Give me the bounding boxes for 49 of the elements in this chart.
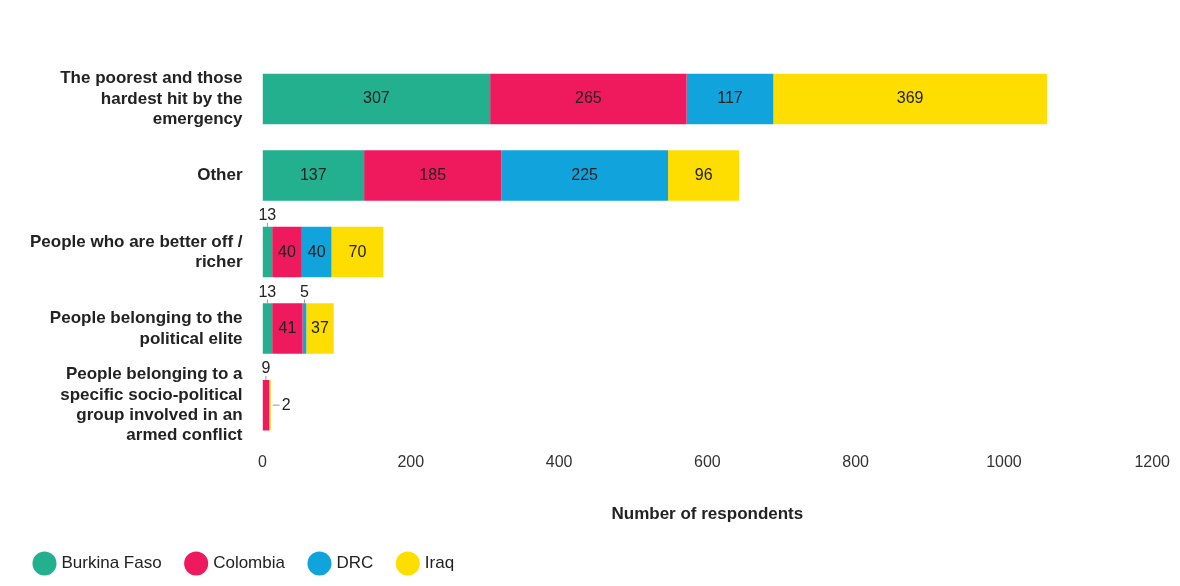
data-label: 369 <box>896 89 924 107</box>
data-label: 40 <box>307 242 326 260</box>
data-label: 5 <box>299 282 309 300</box>
y-tick-label: People who are better off / richer <box>29 231 243 271</box>
bar <box>490 73 687 125</box>
bar <box>364 150 502 201</box>
bar <box>668 150 740 201</box>
bar <box>686 73 774 125</box>
data-label: 265 <box>575 89 602 107</box>
y-tick-label: People belonging to a specific socio-political group involved in an armed conflict <box>60 364 244 445</box>
data-label: 41 <box>278 319 297 337</box>
data-label: 37 <box>311 319 329 337</box>
data-label: 225 <box>571 165 599 183</box>
data-label: 13 <box>258 282 277 300</box>
data-label: 96 <box>694 165 713 183</box>
bar <box>501 150 669 201</box>
bar <box>262 303 273 354</box>
bar <box>272 226 302 278</box>
legend-label: Colombia <box>213 553 286 573</box>
y-tick-label: People belonging to the political elite <box>49 308 243 348</box>
x-tick-label: 0 <box>258 453 268 471</box>
x-tick-label: 1200 <box>1134 453 1171 471</box>
bar <box>272 303 303 354</box>
data-label: 117 <box>717 89 743 107</box>
data-label: 70 <box>348 242 367 260</box>
bar <box>331 226 384 278</box>
x-tick-label: 200 <box>397 453 425 471</box>
bar <box>773 73 1047 125</box>
bar <box>306 303 334 354</box>
x-tick-label: 1000 <box>986 453 1022 471</box>
y-tick-label: Other <box>197 165 243 185</box>
y-tick-label: The poorest and those hardest hit by the emergency <box>60 68 244 129</box>
data-label: 2 <box>281 395 291 413</box>
legend-label: Burkina Faso <box>61 553 162 573</box>
data-label: 137 <box>299 165 327 183</box>
x-tick-label: 600 <box>694 453 721 471</box>
x-tick-label: 800 <box>842 453 870 471</box>
x-tick-label: 400 <box>545 453 573 471</box>
data-label: 185 <box>419 165 447 183</box>
data-label: 13 <box>258 206 277 224</box>
data-label: 40 <box>278 242 296 260</box>
bar <box>262 226 273 278</box>
legend-label: Iraq <box>424 553 455 573</box>
data-label: 9 <box>261 359 271 377</box>
x-axis-title: Number of respondents <box>611 504 804 524</box>
legend-label: DRC <box>336 553 374 573</box>
bar <box>262 150 365 201</box>
bar <box>262 73 491 125</box>
data-label: 307 <box>362 89 390 107</box>
